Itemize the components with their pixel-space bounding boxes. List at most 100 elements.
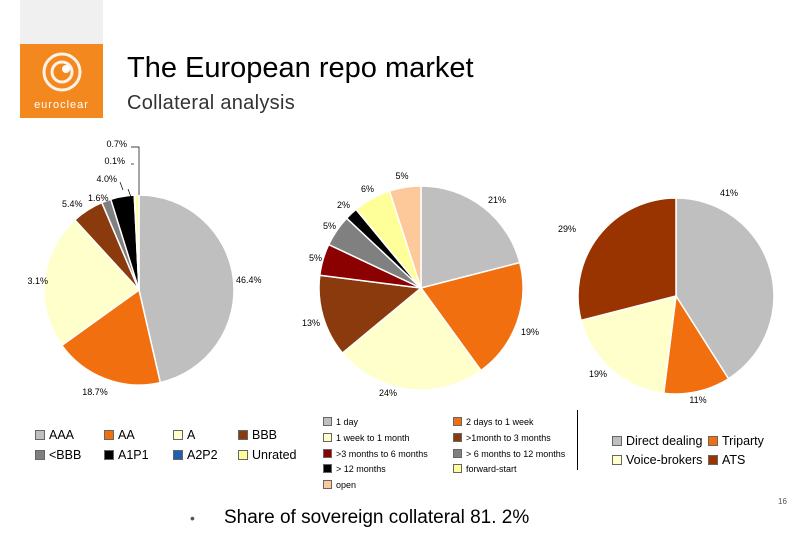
data-label-1month-to-3-months: 13% [302, 318, 320, 328]
pie-chart-3: 41% 11% 19% 29% [558, 188, 775, 405]
data-label-1-week-to-1-month: 24% [379, 388, 397, 398]
logo-swirl-icon [20, 44, 103, 118]
data-label-6-months-to-12-months: 5% [323, 221, 336, 231]
data-label-3-months-to-6-months: 5% [309, 253, 322, 263]
legend-label: <BBB [49, 448, 82, 462]
legend-swatch [173, 429, 183, 440]
legend-swatch [173, 449, 183, 460]
pie-slice-1month-to-3-months [318, 274, 423, 355]
legend-item-triparty: Triparty [708, 434, 764, 448]
pie-slice-aaa [138, 194, 235, 384]
legend-swatch [323, 464, 332, 474]
legend-label: A2P2 [187, 448, 218, 462]
data-label-forward-start: 6% [361, 184, 374, 194]
legend-label: forward-start [466, 464, 517, 474]
legend-label: Unrated [252, 448, 297, 462]
page-number: 16 [778, 497, 787, 506]
pie-slice-1-day [420, 185, 521, 289]
data-label-bbb: 5.4% [62, 199, 83, 209]
pie-chart-2: 21% 19% 24% 13% 5% 5% 2% 6% 5% [302, 171, 539, 398]
data-label-voice-brokers: 19% [589, 369, 607, 379]
legend-swatch [323, 449, 332, 459]
legend-swatch [708, 435, 718, 446]
legend-item-unrated: Unrated [238, 448, 296, 462]
data-label-a2p2: 0.1% [104, 156, 125, 166]
legend-label: > 6 months to 12 months [466, 449, 566, 459]
legend-item-a2p2: A2P2 [173, 448, 218, 462]
legend-label: ATS [722, 453, 746, 467]
legend-label: AA [118, 428, 135, 442]
legend-swatch [453, 449, 462, 459]
leader-line [131, 146, 140, 195]
legend-swatch [453, 417, 462, 427]
logo-wordmark: euroclear [34, 99, 89, 111]
pie-slice-2-days-to-1-week [419, 261, 524, 372]
legend-swatch [453, 464, 462, 474]
data-label-aaa: 46.4% [236, 275, 262, 285]
legend-item-bbb: <BBB [35, 448, 81, 462]
legend-item-6-months-to-12-months: > 6 months to 12 months [453, 447, 565, 461]
legend-label: Triparty [722, 434, 764, 448]
legend-item-aaa: AAA [35, 428, 74, 442]
pie-slice-ats [577, 197, 677, 322]
data-label-a: 3.1% [27, 276, 48, 286]
legend-item-1month-to-3-months: >1month to 3 months [453, 431, 551, 445]
legend-item-ats: ATS [708, 453, 745, 467]
legend-swatch [323, 417, 332, 427]
legend-label: 2 days to 1 week [466, 417, 534, 427]
legend-item-open: open [323, 478, 356, 492]
legend-item-direct-dealing: Direct dealing [612, 434, 702, 448]
legend-item-a: A [173, 428, 195, 442]
data-label-triparty: 11% [689, 395, 706, 405]
pie-slice-1-week-to-1-month [341, 286, 482, 391]
legend-swatch [238, 449, 248, 460]
legend-swatch [453, 433, 462, 443]
legend-swatch [238, 429, 248, 440]
legend-item-voice-brokers: Voice-brokers [612, 453, 702, 467]
data-label-open: 5% [395, 171, 408, 181]
legend-item-forward-start: forward-start [453, 462, 517, 476]
leader-line [127, 188, 132, 198]
data-label-2-days-to-1-week: 19% [521, 327, 539, 337]
legend-swatch [104, 429, 114, 440]
legend-item-2-days-to-1-week: 2 days to 1 week [453, 415, 534, 429]
legend-item-aa: AA [104, 428, 135, 442]
page-title: The European repo market [127, 52, 474, 84]
pie-slice-triparty [662, 293, 730, 395]
legend-label: >3 months to 6 months [336, 449, 428, 459]
legend-item-3-months-to-6-months: >3 months to 6 months [323, 447, 428, 461]
legend-swatch [35, 449, 45, 460]
legend-label: AAA [49, 428, 75, 442]
legend-item-12-months: > 12 months [323, 462, 386, 476]
leader-line [119, 181, 124, 191]
data-label-1-day: 21% [488, 195, 506, 205]
data-label-ats: 29% [558, 224, 576, 234]
pie-slice-open [388, 185, 422, 289]
data-label-bbb: 1.6% [88, 193, 109, 203]
page-subtitle: Collateral analysis [127, 92, 295, 114]
legend-label: >1month to 3 months [466, 433, 551, 443]
legend-swatch [35, 429, 45, 440]
data-label-direct-dealing: 41% [720, 188, 738, 198]
bullet-icon: • [190, 510, 195, 526]
legend-label: > 12 months [336, 464, 386, 474]
pie-slice-aa [60, 288, 162, 386]
pie-chart-1: 46.4% 18.7% 3.1% 5.4% 1.6% 4.0% 0.1% 0.7% [27, 139, 261, 397]
legend-swatch [323, 433, 332, 443]
legend-swatch [323, 480, 332, 490]
legend-label: BBB [252, 428, 278, 442]
legend-label: A [187, 428, 196, 442]
footer-text: Share of sovereign collateral 81. 2% [224, 507, 530, 528]
legend-label: Voice-brokers [626, 453, 703, 467]
pie-slice-a [43, 218, 141, 347]
data-label-unrated: 0.7% [106, 139, 127, 149]
legend-item-1-day: 1 day [323, 415, 358, 429]
legend-item-bbb: BBB [238, 428, 277, 442]
data-label-a1p1: 4.0% [96, 174, 117, 184]
legend-swatch [708, 454, 718, 465]
legend-item-1-week-to-1-month: 1 week to 1 month [323, 431, 410, 445]
divider [577, 410, 578, 470]
legend-label: Direct dealing [626, 434, 703, 448]
data-label-12-months: 2% [337, 200, 350, 210]
